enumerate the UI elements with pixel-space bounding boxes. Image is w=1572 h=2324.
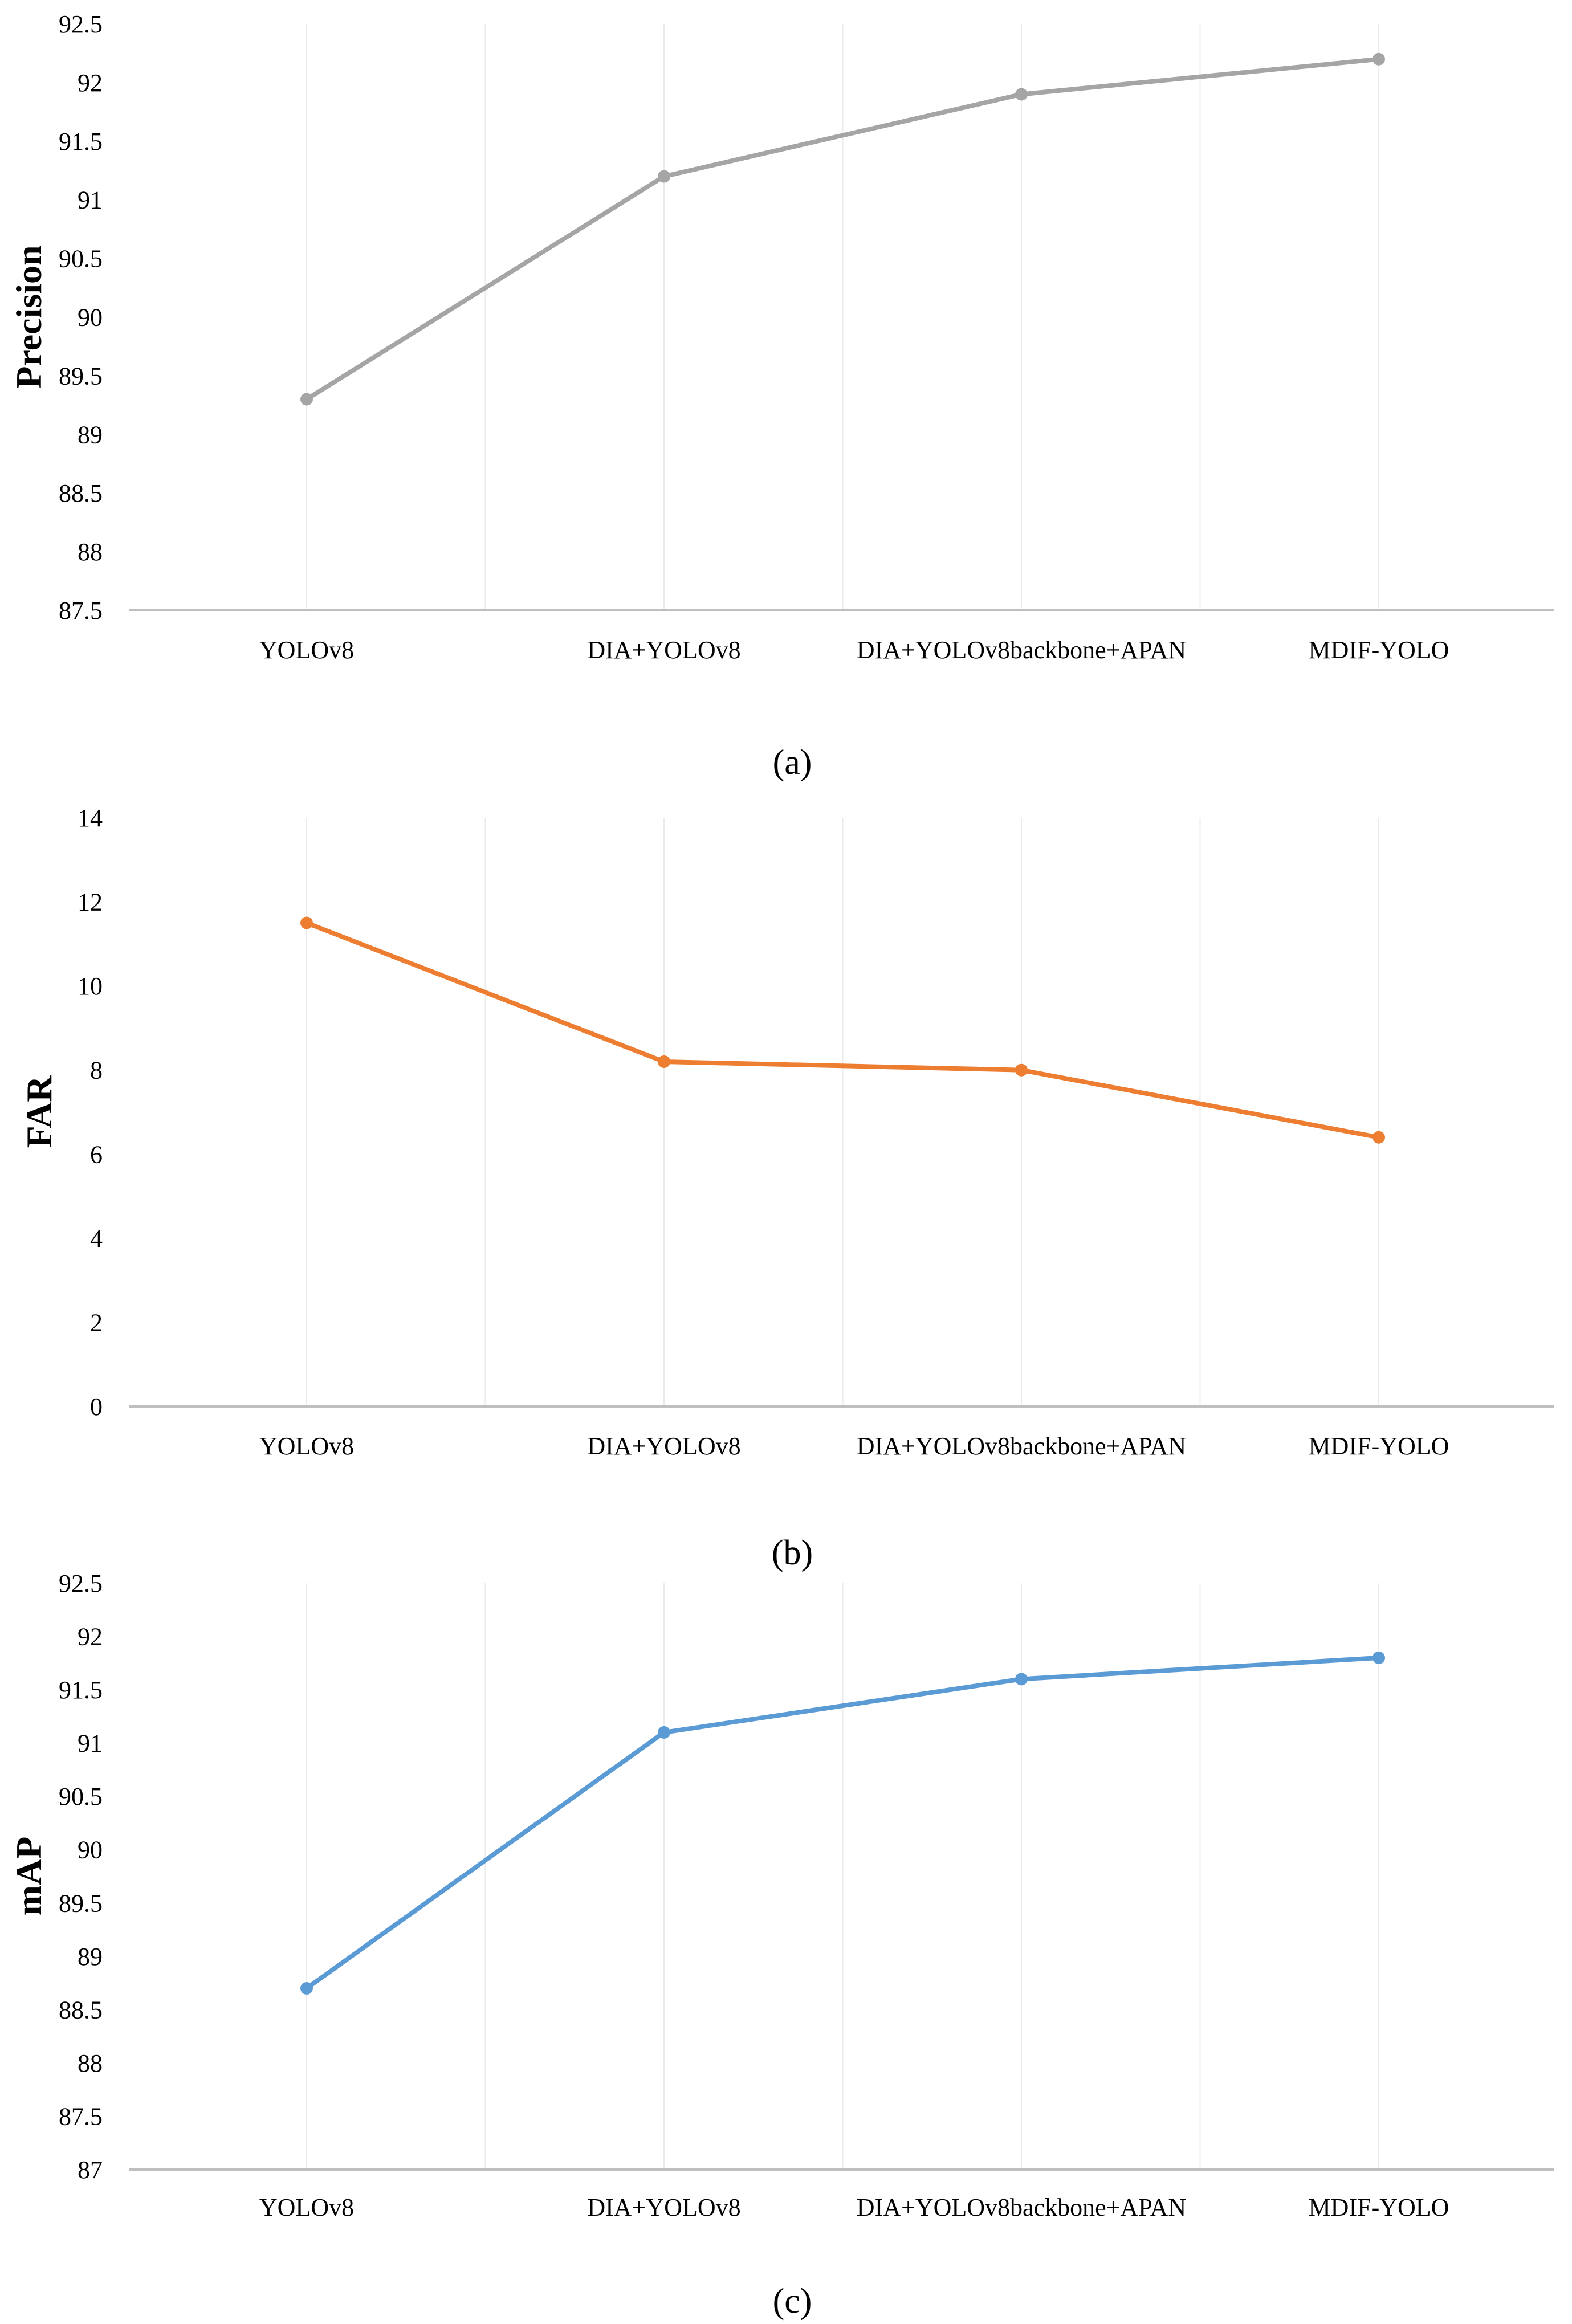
y-tick-label: 90.5 bbox=[59, 1783, 103, 1811]
x-tick-label: DIA+YOLOv8backbone+APAN bbox=[857, 636, 1186, 664]
y-tick-label: 6 bbox=[90, 1140, 103, 1168]
data-point bbox=[658, 1726, 670, 1739]
y-tick-label: 2 bbox=[90, 1308, 103, 1336]
panel-caption: (a) bbox=[773, 743, 812, 782]
data-point bbox=[1373, 1131, 1385, 1144]
y-tick-label: 87.5 bbox=[59, 597, 103, 625]
y-tick-label: 92 bbox=[78, 1623, 103, 1651]
x-tick-label: DIA+YOLOv8 bbox=[587, 2193, 740, 2221]
y-tick-label: 88 bbox=[78, 538, 103, 566]
data-point bbox=[658, 170, 670, 183]
chart-panel-1: 87.5 88 88.5 89 89.5 90 90.5 91 91.5 92 92.5 YOLOv8… bbox=[9, 10, 1554, 782]
y-tick-label: 89 bbox=[78, 1943, 103, 1971]
y-tick-label: 91 bbox=[78, 1730, 103, 1758]
chart-panel-3: 87 87.5 88 88.5 89 89.5 90 90.5 91 91.5 92 92.5 YOLO… bbox=[9, 1569, 1554, 2321]
y-tick-label: 87.5 bbox=[59, 2102, 103, 2130]
panel-caption: (c) bbox=[773, 2282, 812, 2321]
y-tick-label: 91.5 bbox=[59, 1676, 103, 1704]
y-tick-label: 89.5 bbox=[59, 362, 103, 390]
panel-caption: (b) bbox=[772, 1534, 813, 1572]
data-point bbox=[1015, 1673, 1028, 1686]
y-tick-label: 91 bbox=[78, 186, 103, 214]
y-tick-label: 88.5 bbox=[59, 479, 103, 507]
series-line bbox=[304, 920, 1381, 1140]
y-tick-label: 90 bbox=[78, 304, 103, 332]
x-tick-label: YOLOv8 bbox=[259, 2193, 354, 2221]
y-tick-label: 88.5 bbox=[59, 1996, 103, 2024]
data-point bbox=[1015, 1063, 1028, 1077]
x-tick-label: DIA+YOLOv8backbone+APAN bbox=[857, 2193, 1186, 2221]
y-tick-label: 92 bbox=[78, 69, 103, 97]
y-tick-label: 87 bbox=[78, 2156, 103, 2184]
x-tick-label: DIA+YOLOv8backbone+APAN bbox=[857, 1432, 1186, 1460]
data-point bbox=[300, 1981, 313, 1995]
y-tick-label: 14 bbox=[78, 804, 103, 832]
y-axis-label: mAP bbox=[9, 1837, 49, 1916]
data-point bbox=[300, 393, 313, 406]
series-line bbox=[304, 1655, 1381, 1991]
series-line bbox=[304, 56, 1381, 402]
x-tick-label: YOLOv8 bbox=[259, 636, 354, 664]
y-tick-label: 12 bbox=[78, 888, 103, 916]
x-tick-label: MDIF-YOLO bbox=[1309, 1432, 1449, 1460]
y-tick-label: 92.5 bbox=[59, 1569, 103, 1597]
y-tick-label: 91.5 bbox=[59, 128, 103, 156]
y-tick-label: 8 bbox=[90, 1057, 103, 1084]
data-point bbox=[1373, 1651, 1385, 1664]
chart-panel-2: 0 2 4 6 8 10 12 14 YOLOv8 DIA+YOLOv8 DIA+YOLOv8bac… bbox=[19, 804, 1554, 1572]
y-tick-label: 0 bbox=[90, 1393, 103, 1421]
y-axis-label: FAR bbox=[19, 1075, 59, 1148]
x-tick-label: DIA+YOLOv8 bbox=[587, 636, 740, 664]
y-tick-label: 90.5 bbox=[59, 245, 103, 273]
data-point bbox=[1373, 52, 1385, 66]
y-tick-label: 90 bbox=[78, 1836, 103, 1864]
y-axis-label: Precision bbox=[9, 245, 49, 388]
y-tick-label: 89 bbox=[78, 421, 103, 449]
x-tick-label: MDIF-YOLO bbox=[1309, 636, 1449, 664]
y-tick-label: 89.5 bbox=[59, 1889, 103, 1917]
x-tick-label: MDIF-YOLO bbox=[1309, 2193, 1449, 2221]
x-tick-label: YOLOv8 bbox=[259, 1432, 354, 1460]
data-point bbox=[1015, 88, 1028, 101]
x-tick-label: DIA+YOLOv8 bbox=[587, 1432, 740, 1460]
y-tick-label: 10 bbox=[78, 972, 103, 1000]
y-tick-label: 88 bbox=[78, 2049, 103, 2077]
y-tick-label: 4 bbox=[90, 1225, 103, 1253]
data-point bbox=[658, 1055, 670, 1068]
y-tick-label: 92.5 bbox=[59, 10, 103, 38]
data-point bbox=[300, 916, 313, 929]
